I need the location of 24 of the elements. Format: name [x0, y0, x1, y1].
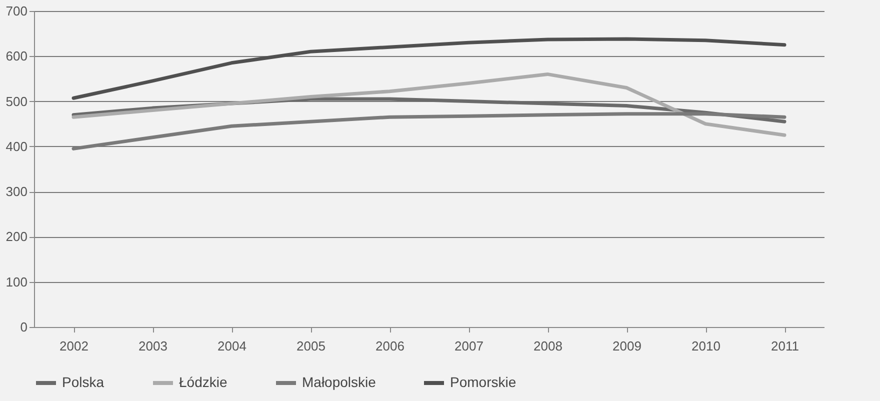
line-series: [72, 37, 786, 100]
x-tick-label: 2010: [692, 338, 720, 354]
x-tick-label: 2006: [376, 338, 404, 354]
x-tick-label: 2005: [296, 338, 326, 354]
line-series: [72, 72, 786, 137]
y-tick-label: 200: [6, 229, 28, 244]
x-tick-label: 2011: [771, 338, 799, 354]
y-tick-label: 100: [6, 274, 28, 290]
x-tick-label: 2009: [612, 338, 642, 354]
x-tick-label: 2007: [454, 338, 484, 354]
y-tick-label: 0: [20, 320, 28, 334]
y-tick-label: 500: [6, 94, 28, 109]
y-tick-label: 300: [6, 184, 28, 200]
x-tick-label: 2004: [218, 338, 246, 354]
x-tick-label: 2003: [138, 338, 168, 354]
legend-label: Polska: [62, 374, 104, 390]
legend-label: Łódzkie: [179, 374, 228, 390]
legend-label: Małopolskie: [302, 374, 376, 390]
y-tick-label: 600: [6, 48, 28, 64]
y-tick-label: 400: [6, 138, 28, 154]
x-tick-label: 2008: [534, 338, 562, 354]
y-tick-label: 700: [6, 4, 28, 18]
x-tick-label: 2002: [60, 338, 88, 354]
legend-label: Pomorskie: [450, 374, 516, 390]
